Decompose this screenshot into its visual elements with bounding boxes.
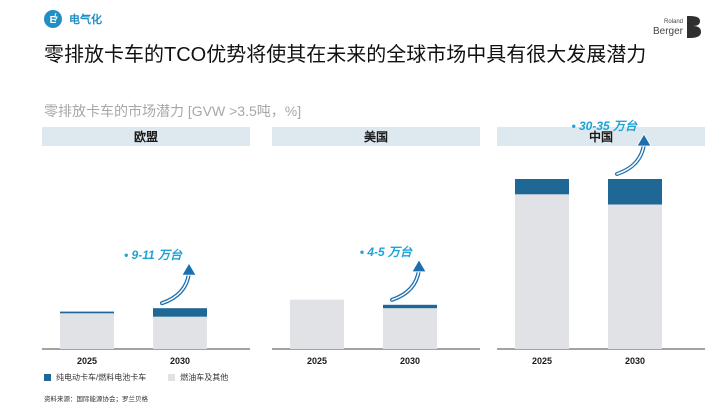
legend-swatch-fuel	[168, 374, 176, 381]
bar-fuel-us-2030	[383, 308, 437, 349]
x-tick-eu-2025: 2025	[77, 356, 97, 366]
bar-fuel-us-2025	[290, 299, 344, 349]
bar-zero-emission-eu-2030	[153, 308, 207, 317]
legend-label-zero-emission: 纯电动卡车/燃料电池卡车	[56, 373, 147, 382]
chart-legend: 纯电动卡车/燃料电池卡车 燃油车及其他	[44, 372, 228, 383]
source-note: 资料来源：国际能源协会；罗兰贝格	[44, 396, 148, 403]
bar-fuel-eu-2025	[60, 313, 114, 349]
growth-arrow-eu	[160, 271, 191, 306]
legend-label-fuel: 燃油车及其他	[180, 373, 229, 382]
panel-title-cn: 中国	[589, 129, 613, 144]
annotation-eu: • 9-11 万台	[124, 248, 183, 262]
chart-subtitle: 零排放卡车的市场潜力 [GVW >3.5吨，%]	[44, 103, 302, 119]
panel-title-us: 美国	[364, 129, 388, 144]
growth-arrow-head-cn	[636, 133, 652, 147]
roland-berger-logo: Roland Berger	[646, 14, 704, 44]
logo-big-text: Berger	[653, 26, 684, 37]
bar-fuel-cn-2025	[515, 194, 569, 349]
growth-arrow-highlight-cn	[616, 143, 645, 175]
bar-zero-emission-eu-2025	[60, 311, 114, 314]
section-tag: 电气化	[69, 14, 102, 26]
bar-zero-emission-us-2030	[383, 304, 437, 309]
panel-header-us	[272, 127, 480, 146]
x-tick-us-2025: 2025	[307, 356, 327, 366]
x-tick-eu-2030: 2030	[170, 356, 190, 366]
page-title: 零排放卡车的TCO优势将使其在未来的全球市场中具有很大发展潜力	[44, 44, 647, 66]
growth-arrow-head-us	[411, 259, 427, 273]
annotation-us: • 4-5 万台	[360, 245, 413, 259]
growth-arrow-highlight-us	[391, 269, 420, 301]
bar-fuel-eu-2030	[153, 316, 207, 349]
bar-zero-emission-cn-2025	[515, 179, 569, 195]
panel-header-cn	[497, 127, 705, 146]
annotation-cn: • 30-35 万台	[571, 119, 638, 133]
electrification-icon: E	[44, 10, 62, 28]
panel-title-eu: 欧盟	[134, 129, 158, 144]
logo-small-text: Roland	[664, 19, 683, 25]
panel-header-eu	[42, 127, 250, 146]
x-tick-us-2030: 2030	[400, 356, 420, 366]
x-tick-cn-2025: 2025	[532, 356, 552, 366]
legend-swatch-zero-emission	[44, 374, 51, 381]
bar-zero-emission-cn-2030	[608, 179, 662, 205]
growth-arrow-head-eu	[181, 262, 197, 276]
x-tick-cn-2030: 2030	[625, 356, 645, 366]
growth-arrow-highlight-eu	[161, 272, 190, 304]
growth-arrow-us	[390, 267, 421, 302]
growth-arrow-cn	[615, 142, 646, 176]
svg-text:E: E	[50, 15, 57, 26]
bar-fuel-cn-2030	[608, 204, 662, 349]
